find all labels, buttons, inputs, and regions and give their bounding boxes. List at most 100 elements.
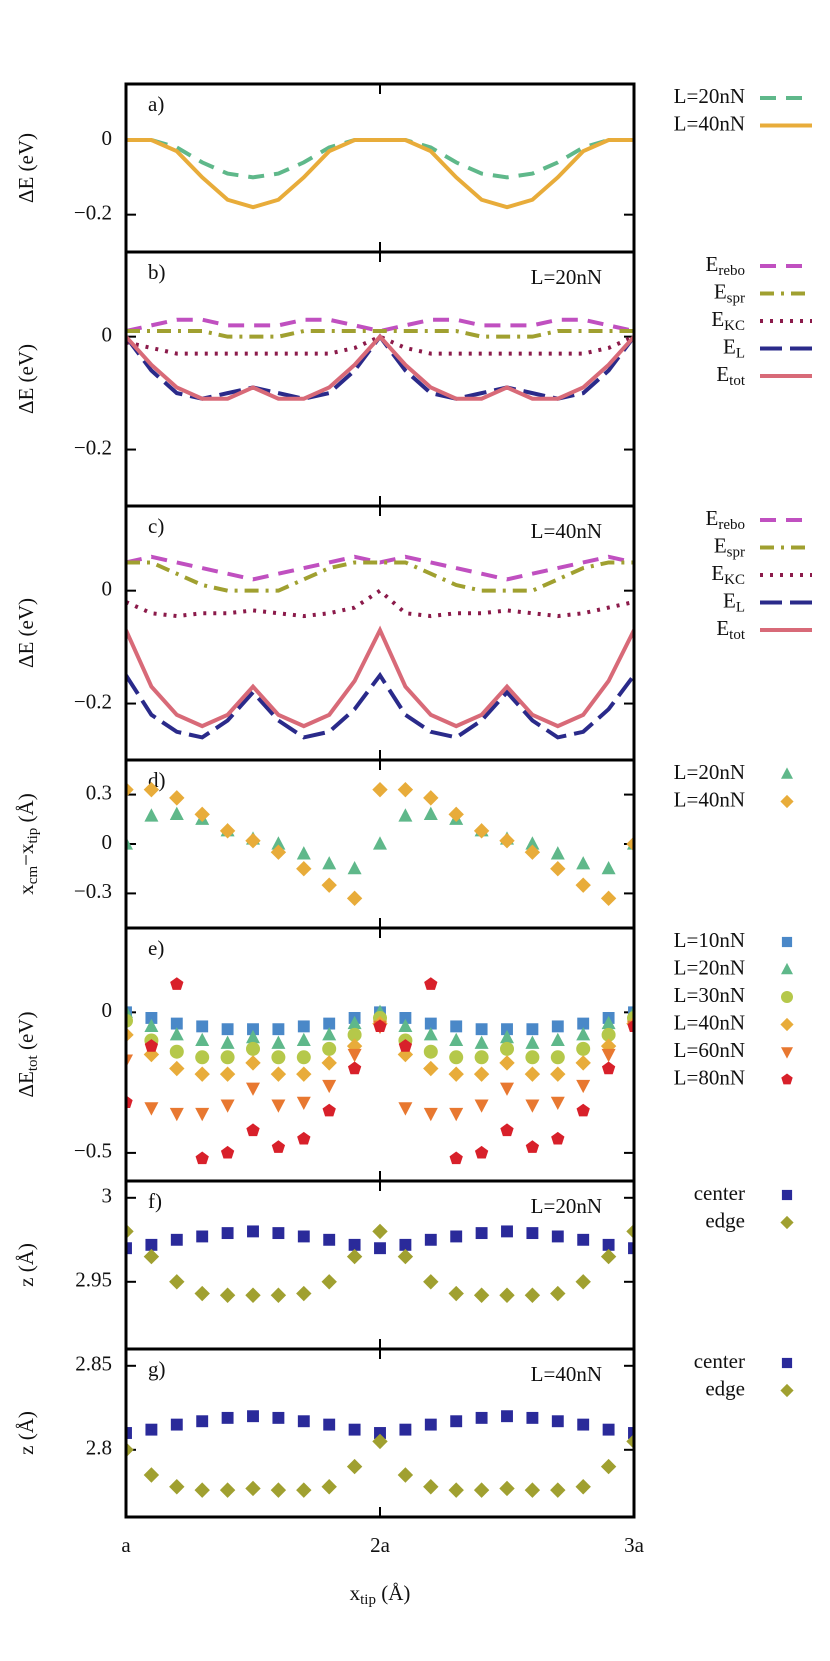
- x-tick-label: a: [121, 1533, 131, 1557]
- point: [271, 1099, 286, 1113]
- legend-label: Erebo: [706, 506, 745, 534]
- point: [423, 1060, 439, 1077]
- point: [500, 1082, 514, 1096]
- panel-label: a): [148, 92, 164, 116]
- point: [296, 1096, 311, 1110]
- point: [474, 1145, 489, 1159]
- subscript: rebo: [718, 263, 745, 279]
- annotation: L=20nN: [531, 265, 602, 289]
- panel-label: g): [148, 1357, 166, 1381]
- point: [221, 1227, 234, 1240]
- point: [219, 1482, 236, 1498]
- point: [450, 1230, 463, 1243]
- point: [272, 1023, 285, 1036]
- point: [347, 861, 362, 875]
- point: [448, 1285, 464, 1302]
- point: [220, 1145, 235, 1159]
- point: [169, 1044, 184, 1059]
- subscript: KC: [724, 318, 745, 334]
- point: [346, 1458, 363, 1475]
- point: [448, 1066, 464, 1082]
- point: [397, 1248, 414, 1265]
- point: [195, 1107, 210, 1122]
- legend-label: Espr: [714, 533, 745, 561]
- point: [398, 808, 413, 822]
- point: [423, 790, 439, 806]
- point: [323, 1418, 336, 1431]
- point: [170, 977, 184, 990]
- point: [126, 1013, 133, 1028]
- subscript: tot: [25, 1054, 41, 1071]
- legend-label: EKC: [711, 307, 745, 335]
- plot-area: [126, 554, 634, 740]
- point: [399, 1012, 412, 1024]
- series-line: [126, 625, 634, 729]
- x-tick-label: 3a: [624, 1533, 645, 1557]
- legend-marker: [780, 1215, 794, 1230]
- point: [423, 806, 438, 820]
- text-part: E: [706, 506, 719, 530]
- point: [601, 1061, 616, 1075]
- point: [525, 1099, 540, 1113]
- point: [246, 1041, 260, 1056]
- point: [397, 1467, 414, 1483]
- point: [423, 1479, 439, 1495]
- point: [449, 1107, 464, 1122]
- point: [424, 1233, 437, 1246]
- point: [475, 1227, 488, 1240]
- point: [221, 1411, 234, 1424]
- point: [194, 1285, 210, 1302]
- legend-label: edge: [705, 1208, 745, 1232]
- point: [424, 1418, 437, 1431]
- point: [449, 1050, 464, 1065]
- point: [126, 836, 133, 850]
- point: [526, 1023, 539, 1036]
- legend-label: EKC: [711, 561, 745, 589]
- text-part: (Å): [14, 793, 38, 827]
- point: [196, 1415, 209, 1428]
- point: [245, 833, 261, 849]
- point: [500, 1029, 514, 1044]
- legend-label: EL: [723, 588, 745, 616]
- panel-label: e): [148, 936, 164, 960]
- point: [602, 1423, 615, 1436]
- point: [499, 1287, 515, 1303]
- point: [220, 1099, 235, 1113]
- point: [194, 806, 210, 823]
- point: [423, 1044, 438, 1059]
- point: [576, 1027, 591, 1041]
- point: [397, 781, 414, 798]
- point: [321, 1479, 337, 1495]
- legend-marker: [780, 1383, 794, 1398]
- point: [575, 1479, 591, 1495]
- legend-label: L=10nN: [674, 928, 745, 952]
- legend-label: L=20nN: [674, 955, 745, 979]
- point: [245, 1055, 261, 1071]
- point: [600, 890, 617, 907]
- panel-label: b): [148, 260, 166, 284]
- point: [169, 1479, 185, 1495]
- point: [399, 1423, 412, 1436]
- series-line: [126, 333, 634, 401]
- y-tick-label: 0: [102, 126, 113, 150]
- legend-marker: [781, 1357, 793, 1369]
- point: [296, 1050, 311, 1065]
- point: [600, 1038, 617, 1054]
- point: [322, 1027, 337, 1041]
- legend-label: L=40nN: [674, 787, 745, 811]
- point: [347, 1048, 362, 1063]
- subscript: tip: [25, 828, 41, 844]
- point: [296, 1032, 311, 1047]
- point: [126, 1054, 133, 1068]
- point: [143, 1467, 160, 1483]
- point: [297, 1415, 310, 1428]
- point: [551, 1131, 565, 1145]
- point: [550, 1032, 565, 1047]
- subscript: tip: [360, 1592, 376, 1608]
- text-part: E: [723, 334, 736, 358]
- y-tick-label: −0.2: [74, 435, 112, 459]
- point: [473, 823, 490, 839]
- text-part: x: [14, 884, 38, 895]
- point: [221, 1023, 234, 1036]
- plot-area: [126, 977, 634, 1165]
